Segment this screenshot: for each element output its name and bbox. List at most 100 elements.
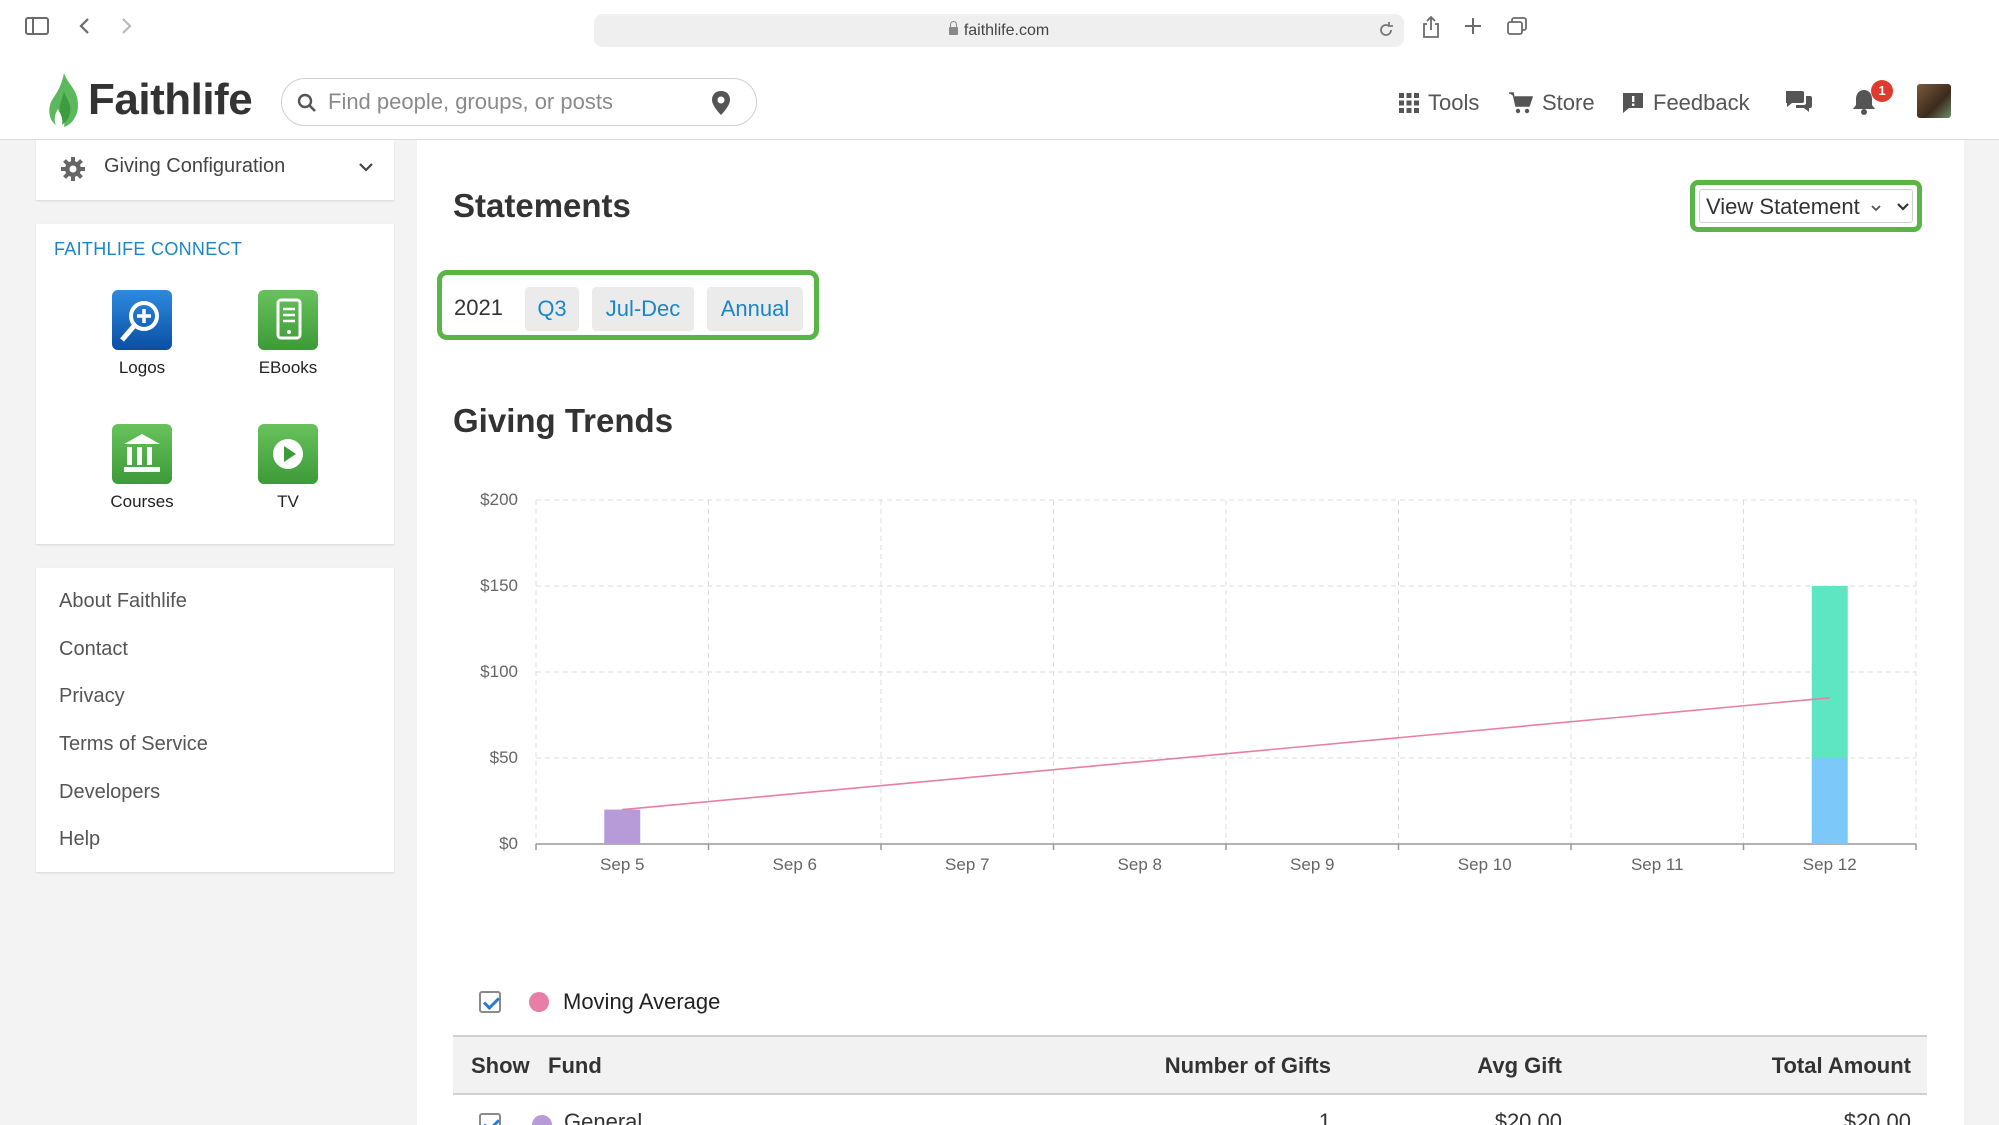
nav-feedback-label: Feedback <box>1653 90 1750 115</box>
column-show[interactable]: Show <box>471 1053 530 1078</box>
funds-table-header: Show Fund Number of Gifts Avg Gift Total… <box>453 1035 1927 1095</box>
notifications-bell-icon[interactable] <box>1851 88 1877 116</box>
link-contact[interactable]: Contact <box>59 638 128 660</box>
period-year: 2021 <box>454 295 503 320</box>
fund-number-of-gifts: 1 <box>1318 1109 1331 1125</box>
moving-average-line <box>622 697 1830 811</box>
search-input[interactable] <box>328 87 688 117</box>
footer-links-panel: About Faithlife Contact Privacy Terms of… <box>36 568 394 872</box>
address-bar[interactable]: faithlife.com <box>594 14 1404 47</box>
y-tick-label: $50 <box>490 748 518 767</box>
url-text: faithlife.com <box>963 22 1050 39</box>
search-icon <box>297 93 316 112</box>
reload-icon[interactable] <box>1376 20 1396 45</box>
ebooks-icon <box>258 290 318 350</box>
app-tile-label: Logos <box>118 358 166 377</box>
app-tile-label: EBooks <box>258 358 318 377</box>
notification-badge: 1 <box>1871 80 1893 102</box>
select-arrow-icon <box>1897 203 1909 211</box>
bar-sep-12-series-2 <box>1811 586 1848 758</box>
y-tick-label: $0 <box>499 834 518 853</box>
grid-icon <box>1399 93 1419 113</box>
brand-name: Faithlife <box>88 75 253 124</box>
share-icon[interactable] <box>1416 15 1446 45</box>
faithlife-connect-title: FAITHLIFE CONNECT <box>54 239 243 259</box>
x-tick-label: Sep 11 <box>1631 855 1684 874</box>
search-box[interactable] <box>281 78 757 126</box>
moving-average-label: Moving Average <box>563 989 721 1014</box>
table-row: General 1 $20.00 $20.00 <box>453 1095 1927 1125</box>
app-tile-ebooks[interactable]: EBooks <box>228 290 348 378</box>
giving-configuration-dropdown[interactable]: Giving Configuration <box>36 140 394 200</box>
fund-total-amount: $20.00 <box>1843 1109 1911 1125</box>
app-tile-label: Courses <box>110 492 174 511</box>
x-tick-label: Sep 8 <box>1118 855 1162 874</box>
view-statement-dropdown[interactable]: View Statement <box>1690 180 1922 232</box>
bar-sep-5-series-0 <box>604 809 641 844</box>
link-developers[interactable]: Developers <box>59 781 161 803</box>
link-help[interactable]: Help <box>59 828 101 850</box>
nav-store[interactable]: Store <box>1508 86 1595 120</box>
giving-trends-chart: $0 $50 $100 $150 $200 Sep 5 Sep 6 Sep 7 Sep 8 Sep… <box>443 480 1943 920</box>
app-tile-logos[interactable]: Logos <box>82 290 202 378</box>
link-terms-of-service[interactable]: Terms of Service <box>59 733 208 755</box>
fund-avg-gift: $20.00 <box>1494 1109 1562 1125</box>
column-fund[interactable]: Fund <box>548 1053 602 1078</box>
sidebar-toggle-icon[interactable] <box>22 15 52 45</box>
view-statement-label: View Statement <box>1706 194 1860 219</box>
flame-icon <box>49 73 78 127</box>
main-panel: Statements View Statement 2021 Q3 Jul-De… <box>417 140 1964 1125</box>
moving-average-checkbox[interactable] <box>479 991 501 1013</box>
nav-tools[interactable]: Tools <box>1398 86 1479 120</box>
x-tick-label: Sep 5 <box>600 855 644 874</box>
nav-store-label: Store <box>1542 90 1595 115</box>
period-selector: 2021 Q3 Jul-Dec Annual <box>437 270 819 340</box>
period-annual-button[interactable]: Annual <box>707 287 803 331</box>
cart-icon <box>1509 92 1534 114</box>
lock-icon <box>948 21 958 35</box>
link-about-faithlife[interactable]: About Faithlife <box>59 590 187 612</box>
feedback-icon <box>1623 93 1643 113</box>
y-tick-label: $150 <box>480 576 518 595</box>
fund-name: General <box>564 1109 643 1125</box>
x-tick-label: Sep 6 <box>773 855 817 874</box>
courses-icon <box>112 424 172 484</box>
app-header: Faithlife Tools Store Feedback <box>0 60 1999 140</box>
fund-color-dot <box>532 1115 552 1125</box>
app-tile-tv[interactable]: TV <box>228 424 348 512</box>
x-tick-label: Sep 12 <box>1803 855 1857 874</box>
new-tab-icon[interactable] <box>1458 15 1488 45</box>
column-number-of-gifts[interactable]: Number of Gifts <box>1164 1053 1331 1078</box>
avatar[interactable] <box>1917 84 1951 118</box>
column-total-amount[interactable]: Total Amount <box>1771 1053 1911 1078</box>
location-pin-icon[interactable] <box>710 89 732 117</box>
period-q3-button[interactable]: Q3 <box>525 287 579 331</box>
forward-icon[interactable] <box>111 15 141 45</box>
giving-trends-svg: $0 $50 $100 $150 $200 Sep 5 Sep 6 Sep 7 Sep 8 Sep… <box>480 490 1917 874</box>
tv-icon <box>258 424 318 484</box>
nav-feedback[interactable]: Feedback <box>1621 86 1750 120</box>
app-tile-courses[interactable]: Courses <box>82 424 202 512</box>
faithlife-connect-panel: FAITHLIFE CONNECT Logos EBooks Courses T… <box>36 224 394 544</box>
back-icon[interactable] <box>70 15 100 45</box>
tab-overview-icon[interactable] <box>1502 15 1532 45</box>
column-avg-gift[interactable]: Avg Gift <box>1477 1053 1562 1078</box>
faithlife-logo[interactable]: Faithlife <box>44 70 253 130</box>
x-tick-label: Sep 9 <box>1290 855 1334 874</box>
moving-average-legend: Moving Average <box>479 985 720 1019</box>
period-jul-dec-button[interactable]: Jul-Dec <box>592 287 694 331</box>
link-privacy[interactable]: Privacy <box>59 685 125 707</box>
chat-icon[interactable] <box>1784 88 1814 116</box>
giving-trends-title: Giving Trends <box>453 402 674 439</box>
x-tick-label: Sep 7 <box>945 855 989 874</box>
moving-average-color-dot <box>529 992 549 1012</box>
gear-icon <box>61 157 85 181</box>
y-tick-label: $100 <box>480 662 518 681</box>
x-tick-label: Sep 10 <box>1458 855 1512 874</box>
fund-show-checkbox[interactable] <box>479 1113 501 1125</box>
logos-icon <box>112 290 172 350</box>
giving-configuration-label: Giving Configuration <box>104 155 286 177</box>
chevron-down-icon <box>359 163 373 172</box>
nav-tools-label: Tools <box>1428 90 1480 115</box>
chevron-down-icon <box>1871 205 1881 212</box>
